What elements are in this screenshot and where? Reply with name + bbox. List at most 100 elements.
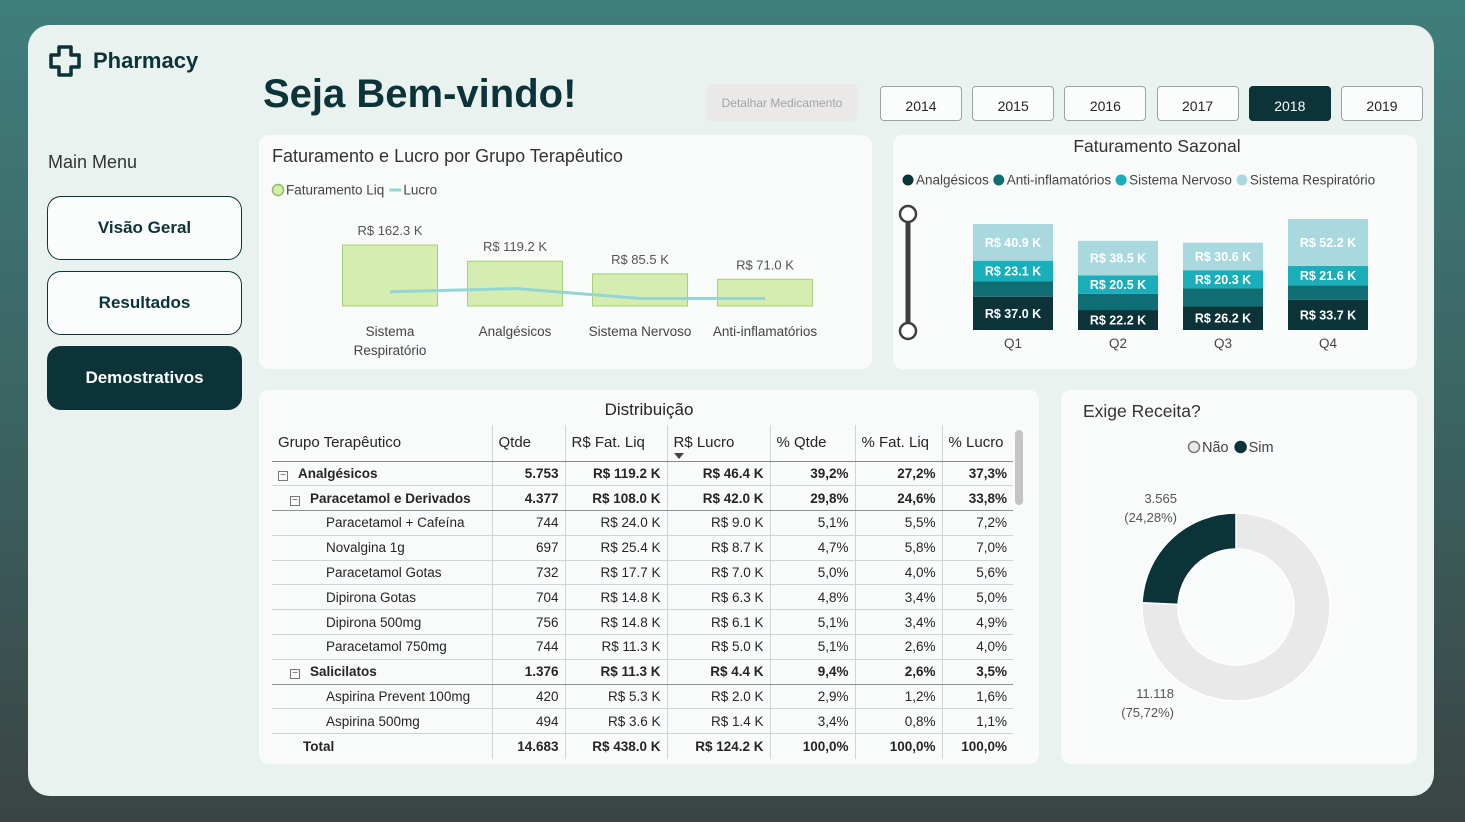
- legend: Não Sim: [1187, 440, 1274, 456]
- donut-slice: [1141, 512, 1331, 702]
- table-row: − Salicilatos 1.376 R$ 11.3 K R$ 4.4 K 9,4% 2,…: [272, 659, 1013, 685]
- table-cell: R$ 5.0 K: [666, 634, 770, 660]
- x-tick-label: Q4: [1319, 336, 1338, 351]
- bar: [717, 278, 813, 307]
- menu-button[interactable]: Resultados: [47, 271, 242, 335]
- table-cell: 100,0%: [941, 733, 1013, 759]
- legend-marker: [902, 174, 914, 186]
- data-label: R$ 21.6 K: [1300, 269, 1356, 283]
- table-cell: 420: [491, 684, 565, 710]
- table-cell: 2,9%: [769, 684, 855, 710]
- table-cell: 1,1%: [941, 708, 1013, 735]
- chart-title: Exige Receita?: [1083, 401, 1201, 421]
- bar-segment: [973, 260, 1053, 282]
- menu-button[interactable]: Visão Geral: [47, 196, 242, 260]
- table-row: − Analgésicos 5.753 R$ 119.2 K R$ 46.4 K 39,2…: [272, 461, 1013, 487]
- table-cell: 4.377: [491, 485, 565, 512]
- bar-segment: [973, 223, 1053, 261]
- brand: Pharmacy: [93, 48, 199, 73]
- table-cell: Novalgina 1g: [272, 535, 492, 561]
- table-cell: 3,5%: [941, 659, 1013, 685]
- year-button[interactable]: 2018: [1248, 86, 1331, 121]
- bar-segment: [1288, 285, 1368, 300]
- table-cell: 744: [491, 634, 565, 660]
- prescription-panel: Exige Receita? Não Sim 11.118 (75,72%) 3.565 (…: [1061, 390, 1417, 764]
- table-cell: Paracetamol + Cafeína: [272, 510, 492, 536]
- menu-button[interactable]: Demostrativos: [47, 346, 242, 410]
- percent-label: (24,28%): [1124, 510, 1177, 525]
- expand-toggle[interactable]: −: [290, 495, 300, 506]
- table-row: Dipirona 500mg 756 R$ 14.8 K R$ 6.1 K 5,1% 3,…: [272, 609, 1013, 636]
- data-label: 11.118: [1136, 686, 1174, 701]
- table-cell: 0,8%: [854, 708, 942, 735]
- year-button[interactable]: 2019: [1341, 86, 1423, 121]
- legend-marker: [271, 183, 285, 197]
- line-series: [389, 287, 765, 300]
- legend-label: Analgésicos: [916, 173, 989, 188]
- data-label: R$ 22.2 K: [1090, 314, 1146, 328]
- table-cell: 744: [491, 510, 565, 536]
- page-title: Seja Bem-vindo!: [263, 72, 577, 116]
- column-header: % Fat. Liq: [854, 425, 942, 462]
- table-cell: 5,5%: [854, 510, 942, 536]
- expand-toggle[interactable]: −: [278, 470, 288, 481]
- table-cell: R$ 2.0 K: [666, 684, 770, 710]
- table-cell: R$ 6.3 K: [666, 584, 770, 611]
- table-cell: R$ 9.0 K: [666, 510, 770, 536]
- donut-slice: [1141, 512, 1237, 606]
- table-cell: 4,0%: [941, 634, 1013, 660]
- legend-label: Lucro: [403, 183, 437, 198]
- table-cell: 7,0%: [941, 535, 1013, 561]
- table-cell: 732: [491, 560, 565, 586]
- detail-button[interactable]: Detalhar Medicamento: [706, 84, 858, 121]
- bar-segment: [1078, 275, 1158, 294]
- scrollbar[interactable]: [1015, 430, 1023, 505]
- row-label: Paracetamol e Derivados: [310, 490, 471, 506]
- table-cell: R$ 5.3 K: [564, 684, 667, 710]
- table-cell: 5,0%: [941, 584, 1013, 611]
- row-label: Paracetamol 750mg: [326, 639, 447, 655]
- table-cell: R$ 8.7 K: [666, 535, 770, 561]
- bar-segment: [1288, 265, 1368, 286]
- chart: Exige Receita? Não Sim 11.118 (75,72%) 3.565 (…: [1083, 401, 1331, 720]
- expand-toggle[interactable]: −: [290, 669, 300, 680]
- chart-title: Faturamento e Lucro por Grupo Terapêutic…: [272, 146, 623, 166]
- table-cell: R$ 14.8 K: [564, 609, 667, 636]
- row-label: Analgésicos: [298, 465, 378, 481]
- table-cell: 100,0%: [854, 733, 942, 759]
- data-label: R$ 52.2 K: [1300, 236, 1356, 250]
- year-button[interactable]: 2014: [880, 86, 962, 121]
- table-cell: R$ 1.4 K: [666, 708, 770, 735]
- row-label: Paracetamol Gotas: [326, 565, 442, 581]
- table-panel: Distribuição Grupo Terapêutico Qtde R$ Fat…: [259, 390, 1039, 764]
- table-cell: Paracetamol 750mg: [272, 634, 492, 660]
- data-label: R$ 20.5 K: [1090, 278, 1146, 292]
- sort-arrow: [673, 452, 684, 459]
- legend-marker: [1236, 174, 1248, 186]
- table-cell: R$ 6.1 K: [666, 609, 770, 636]
- row-label: Paracetamol + Cafeína: [326, 515, 465, 531]
- sort-indicator: [673, 452, 684, 459]
- legend-marker: [1234, 440, 1247, 454]
- table-cell: R$ 7.0 K: [666, 560, 770, 586]
- table-cell: Total: [272, 734, 492, 759]
- table-cell: R$ 11.3 K: [564, 659, 667, 685]
- table-row: Paracetamol 750mg 744 R$ 11.3 K R$ 5.0 K 5,1…: [272, 634, 1013, 660]
- data-label: R$ 85.5 K: [611, 252, 669, 267]
- table-cell: 1,6%: [941, 684, 1013, 710]
- year-button[interactable]: 2015: [972, 86, 1055, 121]
- legend-label: Sim: [1249, 440, 1274, 456]
- legend-label: Sistema Nervoso: [1129, 173, 1232, 188]
- column-header: R$ Lucro: [666, 425, 770, 462]
- year-button[interactable]: 2017: [1156, 86, 1239, 121]
- bar: [342, 244, 438, 307]
- year-button[interactable]: 2016: [1064, 86, 1147, 121]
- table-cell: 4,9%: [941, 609, 1013, 636]
- chart: Faturamento Sazonal Analgésicos Anti-infla…: [898, 136, 1375, 351]
- data-label: R$ 38.5 K: [1090, 252, 1146, 266]
- data-label: R$ 40.9 K: [985, 236, 1041, 250]
- table-row: Paracetamol Gotas 732 R$ 17.7 K R$ 7.0 K 5,0…: [272, 560, 1013, 586]
- percent-label: (75,72%): [1121, 705, 1174, 720]
- distribution-table: Grupo Terapêutico Qtde R$ Fat. Liq R$ Lucro…: [272, 425, 1013, 759]
- row-label: Novalgina 1g: [326, 540, 405, 556]
